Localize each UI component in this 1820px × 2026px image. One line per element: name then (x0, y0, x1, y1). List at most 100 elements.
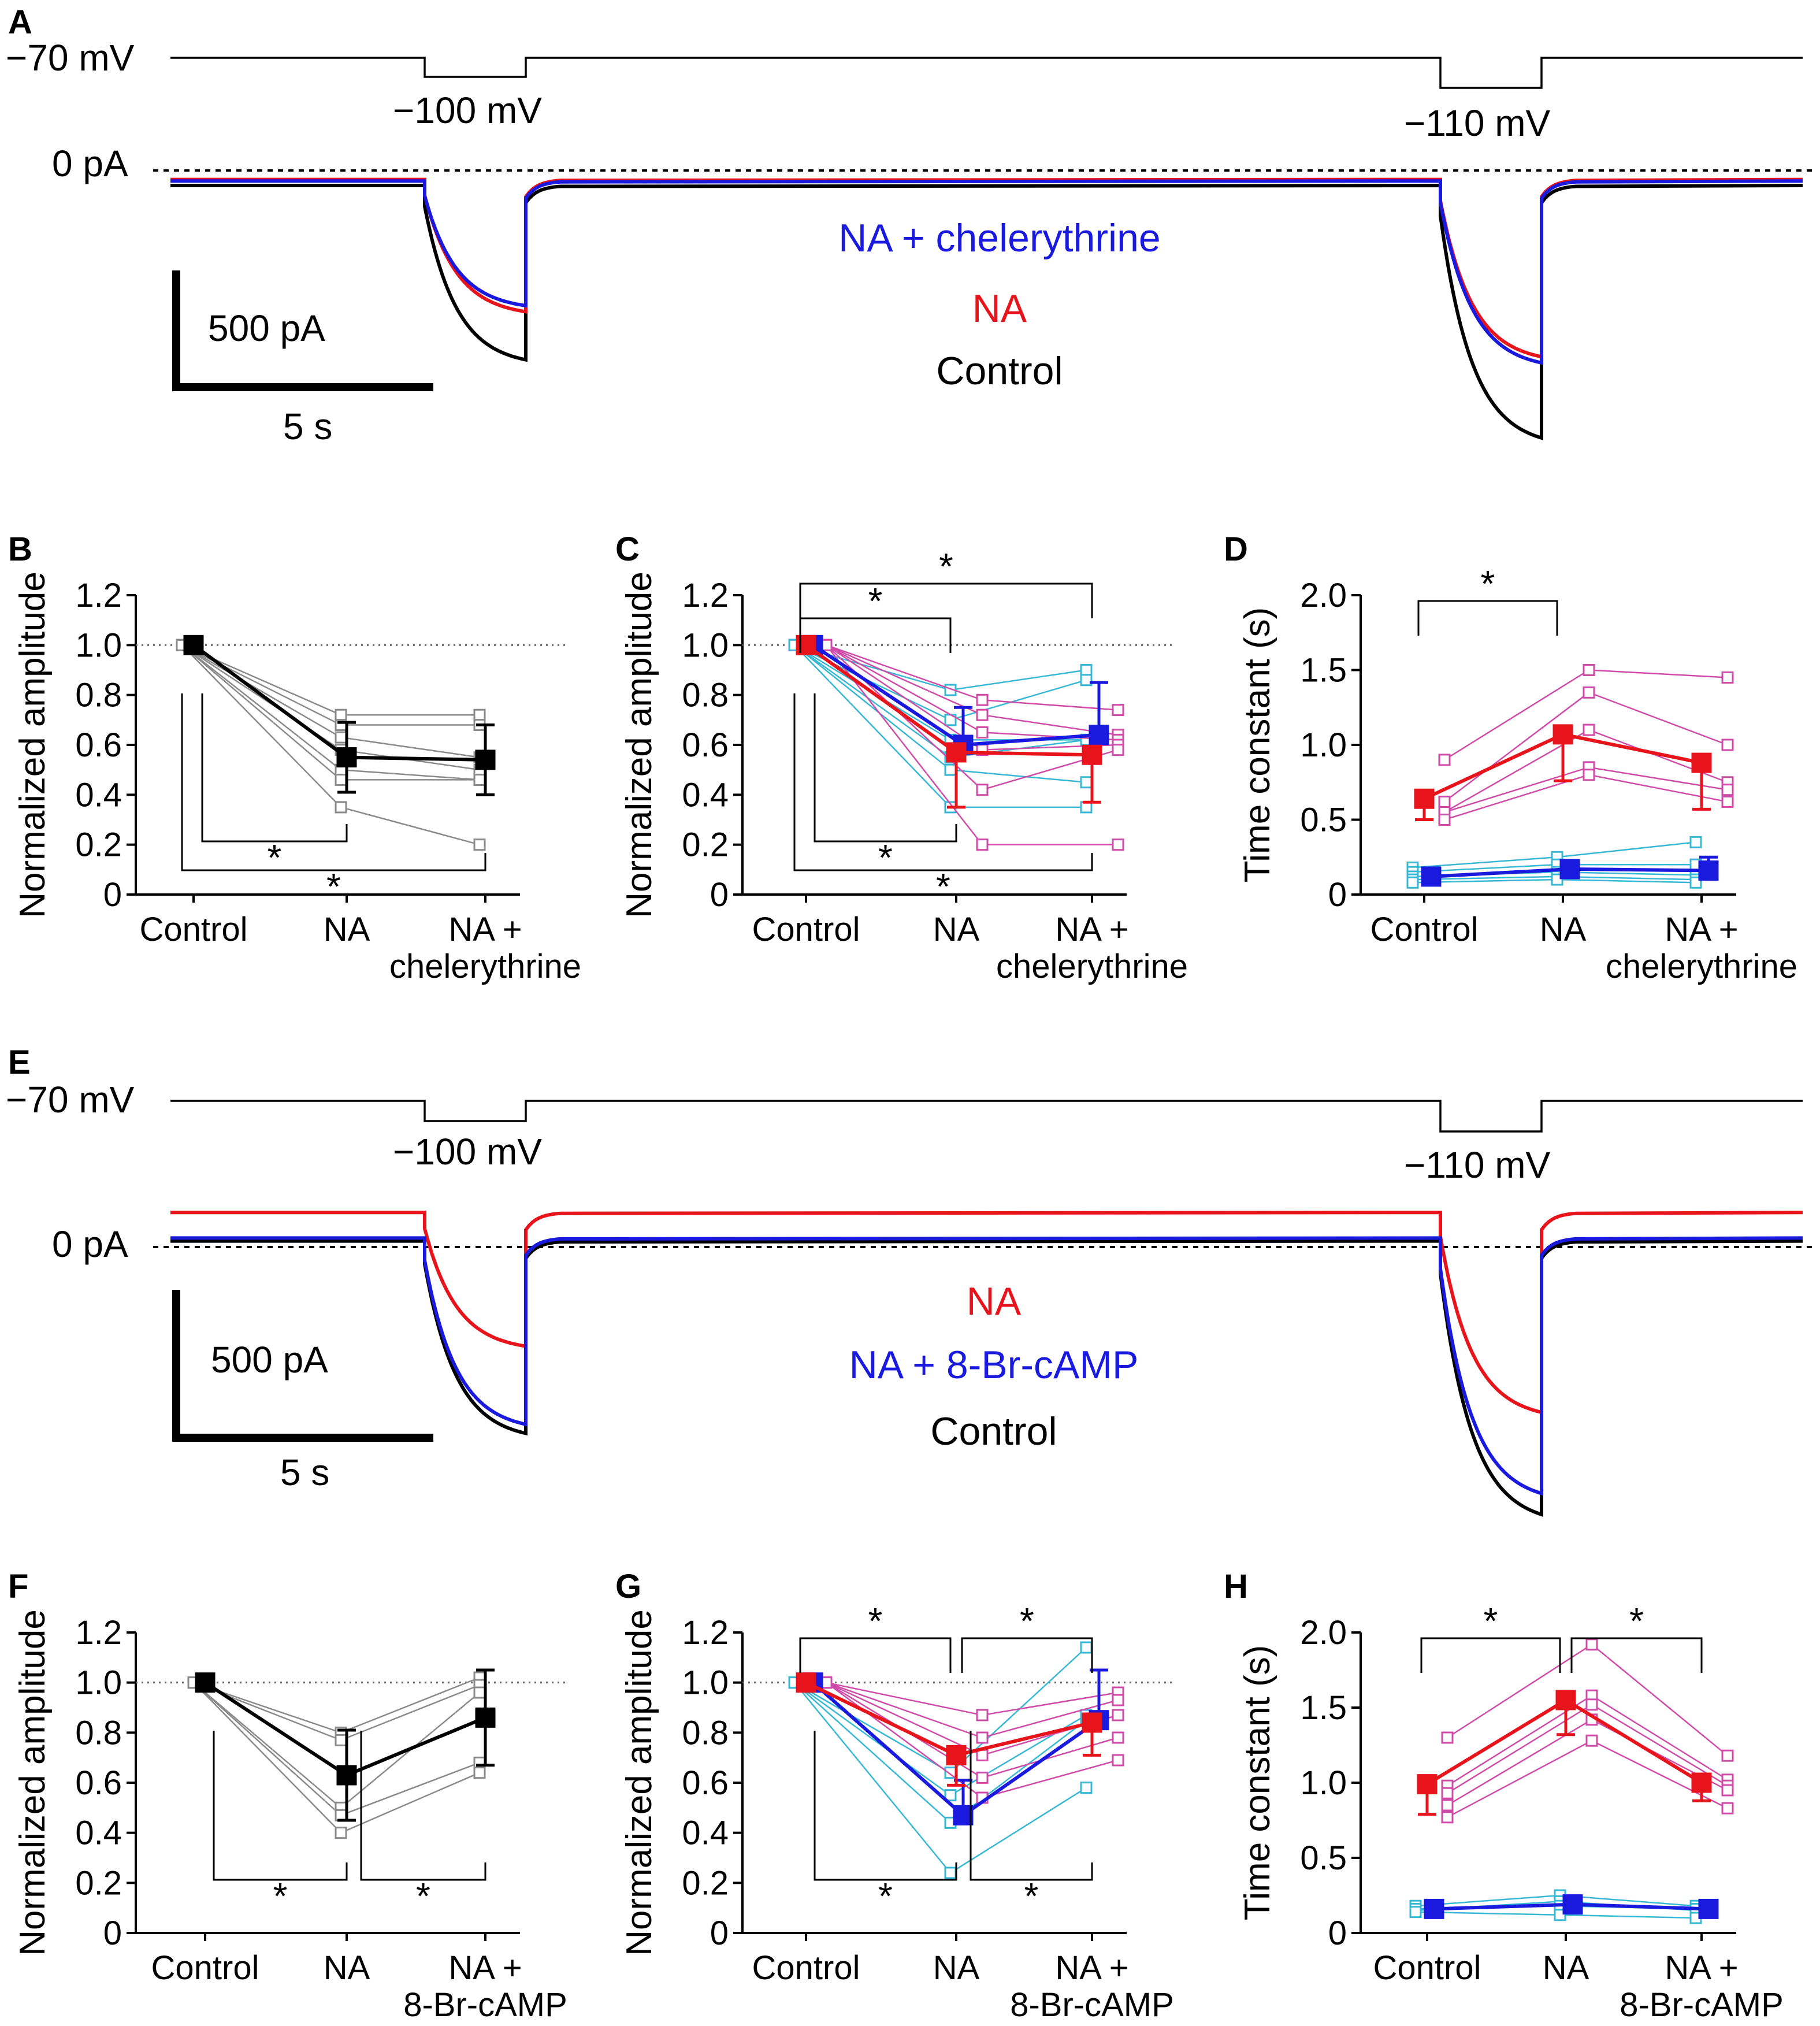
individual-magenta-point (1441, 1731, 1454, 1744)
zero-current-label: 0 pA (52, 143, 128, 184)
significance-star: * (939, 546, 953, 587)
panel-letter: C (615, 530, 640, 568)
x-tick-label: NA + (448, 911, 522, 948)
individual-magenta-line (826, 1682, 1119, 1716)
y-tick-label: 2.0 (1300, 577, 1347, 614)
individual-point (335, 731, 347, 744)
panel-d: D 0 0.5 1.0 1.5 2.0 Time constant (s) Control NA… (1224, 530, 1797, 985)
individual-cyan-point (1080, 776, 1093, 789)
x-tick-label: NA + (448, 1949, 522, 1987)
individual-cyan-point (1080, 1782, 1093, 1794)
individual-magenta-point (1583, 723, 1595, 736)
mean-point (1424, 1898, 1444, 1919)
individual-magenta-line (1444, 669, 1728, 760)
individual-magenta-point (976, 708, 989, 721)
individual-point (335, 1827, 347, 1839)
x-tick-label: 8-Br-cAMP (1620, 1986, 1784, 2024)
individual-cyan-line (794, 1682, 1087, 1874)
y-tick-label: 0.8 (75, 1714, 122, 1752)
mean-point (1698, 860, 1719, 881)
mean-point (946, 1745, 967, 1765)
panel-a: A −70 mV −100 mV −110 mV 0 pA 500 pA 5 s… (6, 3, 1814, 447)
y-tick-label: 0.4 (682, 776, 729, 814)
mean-point (1552, 724, 1573, 745)
x-tick-label: 8-Br-cAMP (403, 1986, 567, 2024)
significance-star: * (1481, 563, 1495, 604)
individual-cyan-point (1406, 876, 1419, 889)
y-tick-label: 1.5 (1300, 652, 1347, 689)
panel-letter: F (8, 1568, 28, 1605)
individual-magenta-point (1441, 1799, 1454, 1812)
mean-point (1082, 744, 1102, 765)
zero-current-label: 0 pA (52, 1223, 128, 1265)
y-tick-label: 1.2 (682, 1614, 729, 1652)
y-tick-label: 0.6 (75, 726, 122, 764)
x-tick-label: NA (324, 1949, 370, 1987)
individual-magenta-point (1441, 1787, 1454, 1799)
individual-magenta-point (1438, 795, 1451, 808)
y-tick-label: 1.5 (1300, 1689, 1347, 1727)
panel-b: B 0 0.2 0.4 0.6 0.8 1.0 1.2 Normalized amplitude… (8, 530, 581, 985)
mean-point (1691, 1772, 1712, 1793)
step2-voltage-label: −110 mV (1404, 102, 1551, 144)
mean-point (1562, 1894, 1583, 1915)
mean-point (336, 747, 357, 768)
individual-magenta-point (1112, 1694, 1124, 1706)
step1-voltage-label: −100 mV (393, 1131, 542, 1172)
current-trace-control (170, 1239, 1803, 1517)
individual-magenta-point (1112, 1731, 1124, 1744)
significance-bracket (799, 1637, 952, 1673)
mean-point (1421, 866, 1442, 887)
y-tick-label: 1.0 (75, 626, 122, 664)
individual-cyan-point (1409, 1906, 1422, 1919)
x-tick-label: 8-Br-cAMP (1010, 1986, 1174, 2024)
significance-star: * (273, 1875, 288, 1917)
x-tick-label: NA (933, 911, 980, 948)
individual-magenta-point (976, 838, 989, 851)
individual-cyan-point (944, 763, 957, 776)
mean-point (953, 1805, 974, 1825)
y-tick-label: 0.4 (682, 1815, 729, 1852)
individual-magenta-point (1721, 1784, 1734, 1797)
y-tick-label: 0.6 (682, 1764, 729, 1802)
significance-bracket (814, 1731, 957, 1881)
individual-line (181, 644, 480, 758)
panel-g: G 0 0.2 0.4 0.6 0.8 1.0 1.2 Normalized amplitude… (615, 1568, 1174, 2024)
significance-bracket (181, 693, 486, 871)
mean-point (1559, 859, 1580, 880)
significance-bracket (814, 693, 957, 843)
significance-bracket (1417, 600, 1558, 636)
individual-magenta-point (1585, 1698, 1598, 1711)
individual-point (335, 1734, 347, 1746)
y-tick-label: 1.0 (1300, 1764, 1347, 1802)
significance-bracket (961, 1637, 1093, 1673)
significance-star: * (936, 866, 950, 907)
y-tick-label: 0.2 (75, 826, 122, 864)
individual-point (335, 801, 347, 814)
mean-point (475, 1707, 496, 1728)
x-tick-label: Control (752, 911, 860, 948)
individual-magenta-point (1721, 1802, 1734, 1815)
individual-point (335, 773, 347, 786)
current-trace-control (170, 183, 1803, 440)
y-tick-label: 0 (710, 876, 729, 914)
significance-star: * (878, 1875, 893, 1917)
x-tick-label: Control (140, 911, 248, 948)
holding-voltage-label: −70 mV (6, 1079, 135, 1120)
step1-voltage-label: −100 mV (393, 90, 542, 131)
individual-magenta-point (1438, 754, 1451, 766)
y-tick-label: 0.6 (682, 726, 729, 764)
y-axis-label: Time constant (s) (1238, 1645, 1277, 1921)
individual-magenta-point (1583, 769, 1595, 781)
y-axis-label: Normalized amplitude (13, 1609, 53, 1956)
voltage-protocol-line (170, 57, 1803, 89)
holding-voltage-label: −70 mV (6, 37, 135, 79)
individual-magenta-point (1583, 686, 1595, 699)
x-tick-label: chelerythrine (996, 948, 1188, 985)
legend-entry: NA (967, 1279, 1022, 1323)
x-tick-label: NA (1540, 911, 1587, 948)
mean-point (336, 1765, 357, 1786)
significance-star: * (416, 1875, 430, 1917)
individual-magenta-line (1444, 774, 1728, 821)
